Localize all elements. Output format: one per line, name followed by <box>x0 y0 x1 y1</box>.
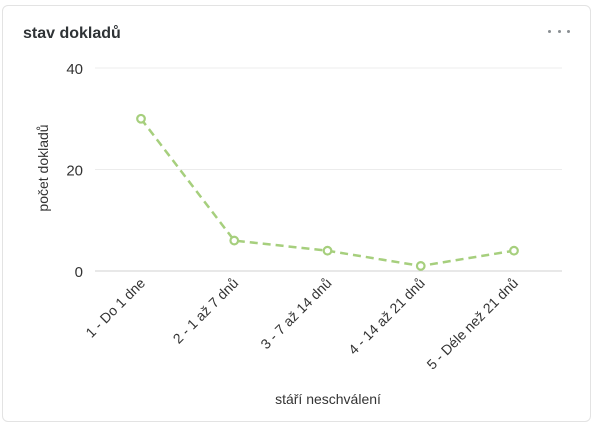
series-line <box>140 117 515 268</box>
y-tick-label: 0 <box>75 264 83 281</box>
y-axis-label: počet dokladů <box>35 124 51 211</box>
x-tick-label: 2 - 1 až 7 dnů <box>170 275 242 347</box>
x-tick-label: 1 - Do 1 dne <box>82 275 148 341</box>
data-point[interactable] <box>415 261 426 271</box>
y-tick-label: 20 <box>66 163 83 180</box>
x-axis-label: stáří neschválení <box>275 391 381 407</box>
more-horizontal-icon[interactable] <box>548 22 570 40</box>
data-point[interactable] <box>136 113 146 124</box>
x-tick-label: 3 - 7 až 14 dnů <box>257 275 334 352</box>
x-tick-label: 5 - Déle než 21 dnů <box>423 275 521 373</box>
y-tick-label: 40 <box>66 61 83 78</box>
data-point[interactable] <box>509 245 519 256</box>
data-point[interactable] <box>229 235 240 246</box>
data-point[interactable] <box>322 245 333 256</box>
chart-card: stav dokladů <box>2 5 591 422</box>
x-tick-label: 4 - 14 až 21 dnů <box>345 275 428 358</box>
card-title: stav dokladů <box>23 25 121 42</box>
